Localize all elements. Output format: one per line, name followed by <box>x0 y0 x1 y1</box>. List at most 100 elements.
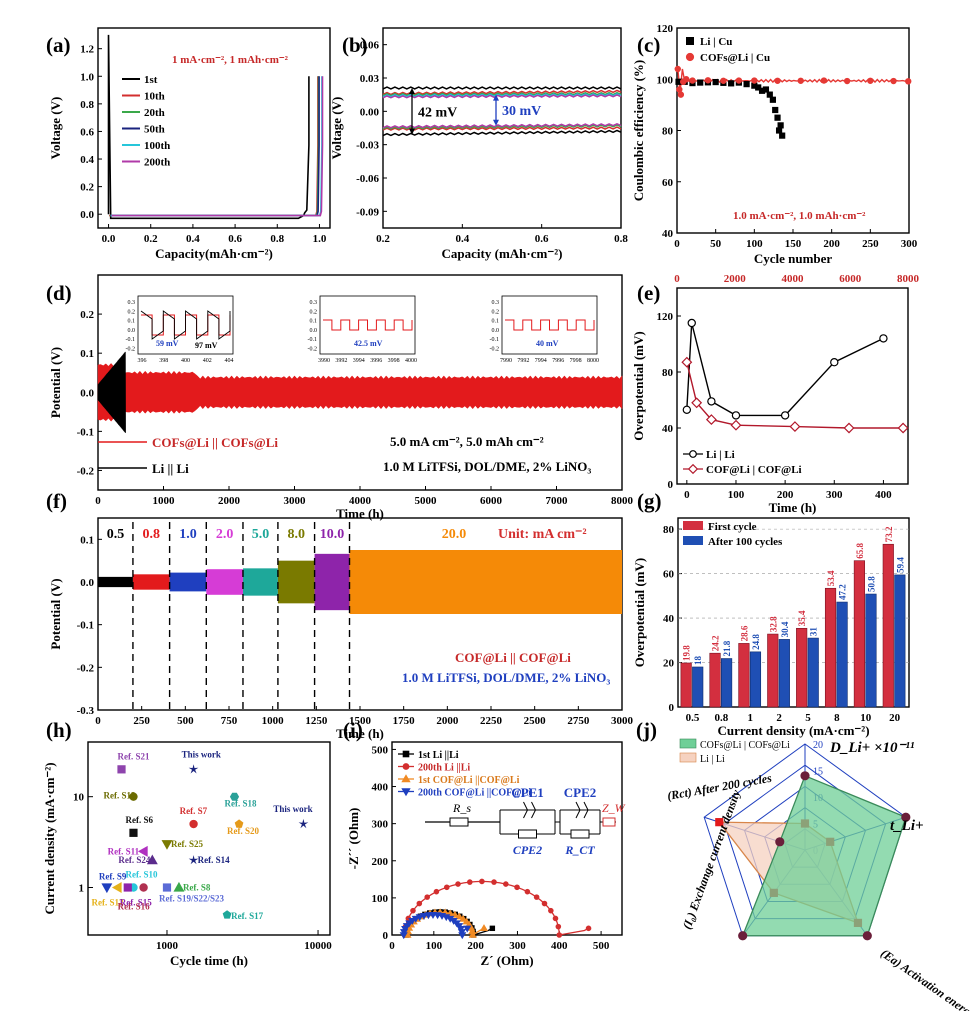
legend-label: 20th <box>144 107 165 119</box>
radar-point <box>800 771 810 781</box>
x-tick-label: 0.8 <box>714 712 728 724</box>
y-tick-label: 120 <box>657 23 674 35</box>
circuit-label: Z_W <box>602 801 626 815</box>
bar-first-cycle <box>738 643 750 708</box>
legend-marker <box>402 763 410 770</box>
y-tick-label: -0.2 <box>77 465 95 477</box>
x-tick-label: 100 <box>746 238 763 250</box>
chart-f: 0 250 500 750 1000 1250 1500 1750 2000 2250 2500 27… <box>48 517 634 741</box>
y-tick-label: 0.06 <box>360 40 380 52</box>
inset-y-tick: 0.2 <box>128 309 136 315</box>
nyquist-point <box>468 930 477 938</box>
data-point <box>146 854 158 865</box>
y-tick-label: 300 <box>372 819 389 831</box>
panel-label: (h) <box>46 718 72 742</box>
y-tick-label: 1 <box>79 883 85 895</box>
legend-marker <box>689 450 697 458</box>
bar-value-label: 21.8 <box>722 640 732 656</box>
inset-y-tick: 0.1 <box>128 319 136 325</box>
data-point <box>769 96 776 103</box>
point-label: Ref. S25 <box>171 839 203 849</box>
x-tick-label: 10 <box>860 712 872 724</box>
y-tick-label: 40 <box>663 613 675 625</box>
nyquist-point <box>463 925 472 933</box>
x-tick-label: 2000 <box>436 715 459 727</box>
x-tick-label: 1000 <box>153 495 176 507</box>
legend-swatch <box>683 521 703 530</box>
data-point <box>843 422 855 434</box>
series-line <box>382 94 622 99</box>
data-point <box>129 828 138 837</box>
inset-label: 97 mV <box>195 341 218 350</box>
inset-y-tick: -0.2 <box>308 347 318 353</box>
data-point <box>777 122 784 129</box>
point-label: Ref. S18 <box>225 799 257 809</box>
point-label: Ref. S6 <box>125 815 153 825</box>
x-tick-label: 5000 <box>415 495 438 507</box>
y-tick-label: 80 <box>662 367 674 379</box>
y-tick-label: 120 <box>657 311 674 323</box>
x-tick-label: 200 <box>777 489 794 501</box>
bar-value-label: 18 <box>693 655 703 665</box>
nyquist-point <box>450 910 459 918</box>
inset-wave <box>505 319 595 331</box>
series-line <box>382 86 622 90</box>
x2-tick-label: 8000 <box>897 273 920 285</box>
cpe-symbol <box>575 801 581 819</box>
data-point <box>677 91 685 98</box>
series-line-100th <box>110 76 323 217</box>
condition-annotation: 1.0 M LiTFSi, DOL/DME, 2% LiNO₃ <box>402 670 610 685</box>
x-tick-label: 0.8 <box>270 233 284 245</box>
radar-tick: 15 <box>813 767 823 778</box>
chart-d: 0 1000 2000 3000 4000 5000 6000 7000 8000 -0.2 -0.… <box>48 274 634 521</box>
x-tick-label: 200 <box>467 940 484 952</box>
x-tick-label: 1.0 <box>313 233 327 245</box>
nyquist-point <box>479 878 485 885</box>
panel-label: (g) <box>637 489 662 513</box>
inset-y-tick: 0.2 <box>310 309 318 315</box>
y-tick-label: 1.2 <box>80 44 94 56</box>
bar-after-100 <box>807 637 819 708</box>
bar-after-100 <box>865 593 877 708</box>
legend-swatch <box>683 536 703 545</box>
data-point <box>720 77 727 84</box>
point-label: Ref. S12 <box>92 898 124 908</box>
bar-first-cycle <box>882 543 894 708</box>
legend-label: 10th <box>144 91 165 103</box>
point-label: Ref. S16 <box>118 902 150 912</box>
x-tick-label: 150 <box>785 238 802 250</box>
axes-frame <box>677 517 910 708</box>
y-axis-label: Potential (V) <box>48 578 63 649</box>
y-axis-label: Coulombic efficiency (%) <box>631 60 646 202</box>
x-tick-label: 400 <box>875 489 892 501</box>
radar-axis-label: (Ea) Activation energy <box>878 946 972 1011</box>
legend-marker <box>686 37 694 45</box>
legend-label: 200th <box>144 157 170 169</box>
point-label: Ref. S13 <box>103 791 135 801</box>
inset-y-tick: 0.3 <box>492 300 500 306</box>
data-point <box>229 792 240 801</box>
circuit-label: R_CT <box>564 843 595 857</box>
legend-label: 200th COF@Li ||COF@Li <box>418 788 531 799</box>
inset-x-tick: 3994 <box>353 358 365 364</box>
condition-annotation: 1.0 mA·cm⁻², 1.0 mAh·cm⁻² <box>733 210 866 222</box>
data-point <box>188 855 199 865</box>
data-point <box>676 86 683 93</box>
inset-x-tick: 7996 <box>552 358 564 364</box>
data-point <box>820 77 828 84</box>
axes-frame <box>391 741 623 936</box>
series-line <box>686 322 884 417</box>
x-tick-label: 0.6 <box>535 233 549 245</box>
series-line-1st <box>107 34 310 220</box>
y-tick-label: 0.0 <box>80 387 94 399</box>
nyquist-point <box>455 912 464 920</box>
data-point <box>129 792 138 801</box>
legend-marker <box>401 788 411 797</box>
bar-first-cycle <box>709 652 721 708</box>
data-point <box>890 77 897 85</box>
rate-label: 20.0 <box>442 527 467 542</box>
legend-label: Li | Li <box>700 754 725 765</box>
data-point <box>705 414 717 426</box>
unit-label: Unit: mA cm⁻² <box>498 527 587 542</box>
